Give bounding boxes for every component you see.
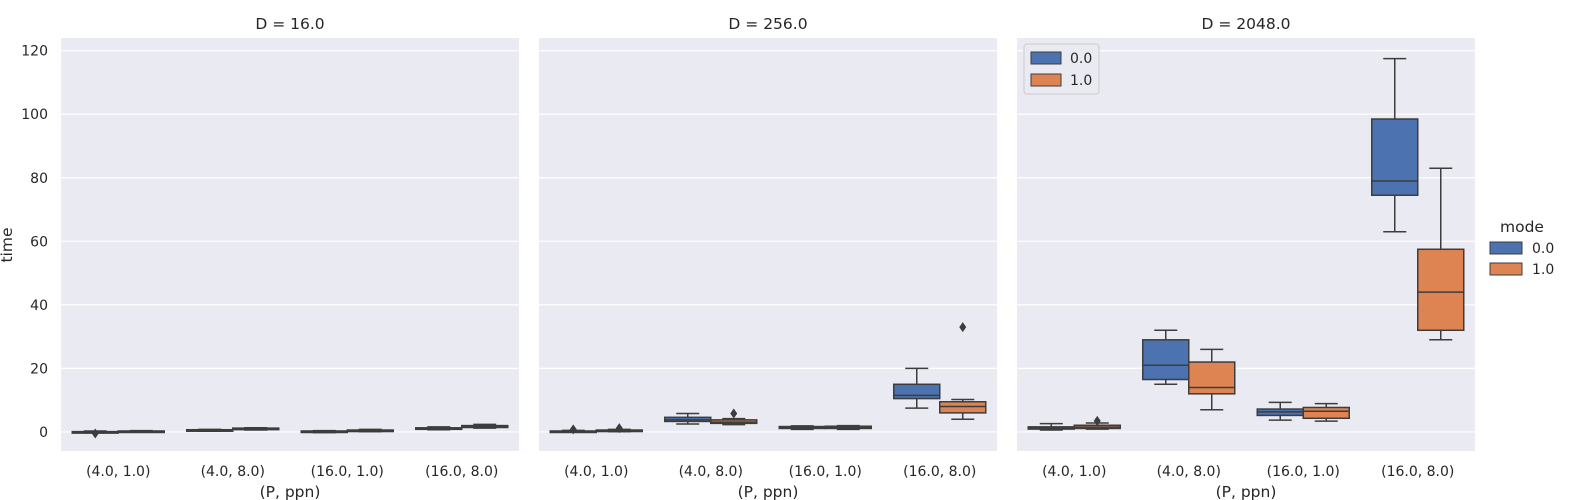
y-tick-label: 120 — [21, 44, 48, 60]
box-16.0-8.0-mode-1.0 — [939, 322, 987, 420]
box-iqr — [1302, 406, 1350, 420]
x-tick-label: (16.0, 1.0) — [789, 464, 862, 480]
box-16.0-1.0-mode-1.0 — [824, 424, 872, 431]
box-iqr — [1142, 339, 1190, 381]
outside-legend: mode 0.0 1.0 — [1489, 218, 1554, 278]
box-iqr — [1188, 361, 1236, 395]
x-tick-label: (4.0, 1.0) — [1042, 464, 1106, 480]
x-tick-label: (16.0, 1.0) — [1267, 464, 1340, 480]
box-4.0-1.0-mode-1.0 — [117, 429, 165, 434]
box-iqr — [1417, 248, 1465, 332]
y-tick-label: 20 — [30, 361, 48, 377]
box-16.0-1.0-mode-0.0 — [1256, 401, 1304, 421]
legend-swatch — [1489, 241, 1523, 255]
box-16.0-1.0-mode-1.0 — [1302, 402, 1350, 422]
panel-background — [1017, 38, 1475, 451]
box-4.0-8.0-mode-1.0 — [1188, 348, 1236, 411]
x-tick-label: (4.0, 1.0) — [564, 464, 628, 480]
inline-legend-swatch — [1030, 51, 1062, 65]
box-4.0-8.0-mode-1.0 — [232, 427, 280, 431]
box-16.0-1.0-mode-0.0 — [778, 425, 826, 431]
box-4.0-1.0-mode-1.0 — [1073, 415, 1121, 430]
box-4.0-8.0-mode-0.0 — [186, 428, 234, 433]
box-16.0-8.0-mode-0.0 — [415, 426, 463, 431]
box-16.0-8.0-mode-0.0 — [1371, 57, 1419, 233]
y-tick-label: 100 — [21, 107, 48, 123]
legend-label: 0.0 — [1532, 241, 1554, 257]
box-iqr — [939, 401, 987, 414]
box-16.0-1.0-mode-1.0 — [346, 428, 394, 433]
inline-legend-swatch — [1030, 73, 1062, 87]
legend-swatch — [1489, 262, 1523, 276]
panel-background — [61, 38, 519, 451]
outlier-point — [1093, 415, 1101, 426]
box-iqr — [893, 383, 941, 400]
y-tick-label: 40 — [30, 298, 48, 314]
inline-legend-label: 1.0 — [1070, 73, 1092, 89]
y-tick-label: 60 — [30, 234, 48, 250]
panel-title: D = 16.0 — [255, 15, 324, 33]
inline-legend-label: 0.0 — [1070, 51, 1092, 67]
legend-label: 1.0 — [1532, 262, 1554, 278]
box-16.0-8.0-mode-1.0 — [461, 423, 509, 429]
box-4.0-1.0-mode-1.0 — [595, 423, 643, 434]
outlier-point — [569, 424, 577, 435]
panel-title: D = 2048.0 — [1201, 15, 1290, 33]
x-tick-label: (4.0, 8.0) — [679, 464, 743, 480]
box-iqr — [1371, 118, 1419, 197]
y-axis-label: time — [0, 227, 16, 262]
inline-legend: 0.01.0 — [1023, 43, 1100, 95]
outlier-point — [91, 428, 99, 439]
x-tick-label: (4.0, 8.0) — [1157, 464, 1221, 480]
outlier-point — [615, 423, 623, 434]
x-tick-label: (16.0, 8.0) — [1381, 464, 1454, 480]
panel-title: D = 256.0 — [728, 15, 807, 33]
x-tick-label: (16.0, 1.0) — [311, 464, 384, 480]
panel-1: 0 20 40 60 80 100 120 D = 16.0 (4.0, 1.0) (4.0, 8… — [21, 15, 519, 500]
panel-3: D = 2048.0 (4.0, 1.0) (4.0, 8.0) (16.0, 1.0… — [1017, 15, 1475, 500]
x-axis-label: (P, ppn) — [738, 483, 799, 500]
y-tick-label: 80 — [30, 171, 48, 187]
box-4.0-8.0-mode-1.0 — [710, 408, 758, 426]
x-tick-label: (4.0, 8.0) — [201, 464, 265, 480]
x-tick-label: (16.0, 8.0) — [903, 464, 976, 480]
outlier-point — [730, 408, 738, 419]
x-tick-label: (16.0, 8.0) — [425, 464, 498, 480]
box-16.0-1.0-mode-0.0 — [300, 429, 348, 434]
box-16.0-8.0-mode-0.0 — [893, 367, 941, 409]
x-tick-label: (4.0, 1.0) — [86, 464, 150, 480]
legend-title: mode — [1500, 218, 1544, 236]
outlier-point — [959, 322, 967, 333]
y-tick-label: 0 — [39, 425, 48, 441]
box-4.0-8.0-mode-0.0 — [1142, 329, 1190, 386]
box-4.0-1.0-mode-0.0 — [71, 428, 119, 439]
panel-background — [539, 38, 997, 451]
x-axis-label: (P, ppn) — [1216, 483, 1277, 500]
box-16.0-8.0-mode-1.0 — [1417, 167, 1465, 341]
panel-2: D = 256.0 (4.0, 1.0) (4.0, 8.0) (16.0, 1.0)… — [539, 15, 997, 500]
x-axis-label: (P, ppn) — [260, 483, 321, 500]
